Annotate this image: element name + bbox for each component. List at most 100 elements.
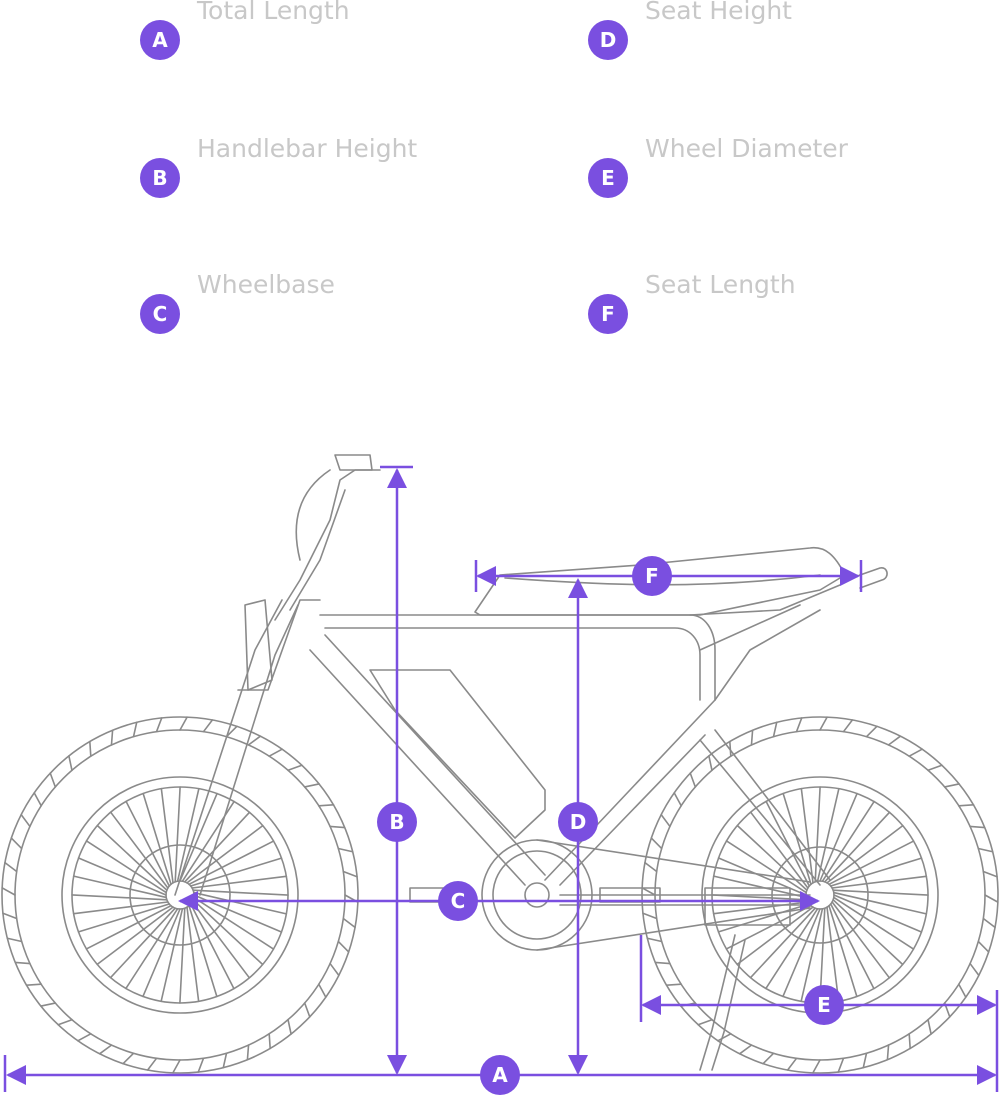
bike-detail	[969, 825, 986, 829]
bike-detail	[132, 721, 138, 738]
dimension-badge	[558, 802, 598, 842]
bike-detail	[800, 787, 814, 884]
bike-detail	[862, 1052, 868, 1069]
bike-detail	[146, 1057, 158, 1071]
bike-detail	[772, 721, 778, 738]
bike-detail	[142, 908, 181, 998]
bike-detail	[832, 889, 929, 896]
bike-detail	[186, 906, 200, 1003]
bike-detail	[831, 875, 928, 889]
legend-label: Wheelbase	[197, 270, 335, 299]
bike-detail	[6, 937, 23, 943]
bike-detail	[977, 940, 990, 953]
bike-detail	[982, 917, 996, 929]
bike-detail	[819, 792, 858, 882]
legend-letter: F	[601, 302, 615, 326]
bike-detail	[765, 800, 811, 887]
bike-detail	[197, 1057, 205, 1073]
bike-detail	[179, 716, 188, 731]
bike-detail	[71, 894, 168, 901]
bike-detail	[49, 772, 57, 788]
bike-detail	[795, 717, 803, 733]
bike-detail	[927, 764, 943, 772]
bike-detail	[736, 906, 814, 966]
bike-detail	[673, 792, 682, 807]
bike-detail	[98, 1044, 113, 1055]
legend: A Total Length B Handlebar Height C Whee…	[140, 0, 849, 334]
bike-detail	[188, 840, 275, 886]
bike-detail	[689, 772, 697, 788]
bike-detail	[318, 804, 335, 807]
bike-detail	[189, 857, 283, 887]
bike-detail	[943, 783, 960, 788]
bike-detail	[800, 907, 824, 1003]
bike-detail	[958, 983, 967, 998]
bike-detail	[828, 904, 858, 998]
bike-detail	[977, 847, 994, 853]
legend-badge	[588, 20, 628, 60]
legend-letter: D	[600, 28, 617, 52]
bike-detail	[826, 906, 840, 1003]
bike-detail	[342, 917, 356, 929]
bike-detail	[96, 824, 168, 892]
bike-detail	[812, 1059, 821, 1074]
bike-detail	[842, 719, 854, 733]
bike-detail	[4, 861, 18, 873]
bike-detail	[865, 725, 878, 738]
bike-detail	[303, 783, 320, 788]
bike-detail	[77, 903, 171, 933]
bike-detail	[886, 1044, 890, 1061]
bike-detail	[110, 729, 114, 746]
bike-detail	[725, 904, 812, 950]
bike-detail	[77, 857, 167, 896]
bike-detail	[642, 912, 658, 920]
legend-badge	[140, 20, 180, 60]
bike-detail	[160, 787, 174, 884]
bike-detail	[829, 903, 875, 990]
bike-detail	[708, 755, 713, 772]
bike-detail	[823, 811, 891, 883]
bike-detail	[85, 904, 172, 950]
bike-detail	[736, 824, 808, 892]
bike-detail	[303, 1002, 311, 1018]
bike-detail	[96, 906, 174, 966]
bike-detail	[782, 792, 812, 886]
legend-letter: E	[601, 166, 615, 190]
bike-detail	[174, 786, 181, 883]
bike-detail	[155, 717, 163, 733]
bike-detail	[125, 800, 171, 887]
bike-detail	[337, 940, 350, 953]
bike-detail	[268, 1033, 271, 1050]
bike-detail	[186, 824, 264, 884]
bike-detail	[833, 894, 923, 933]
bike-detail	[287, 1018, 292, 1035]
legend-badge	[140, 294, 180, 334]
dimension-letter: F	[645, 564, 659, 588]
bike-detail	[749, 811, 809, 889]
legend-letter: B	[152, 166, 167, 190]
bike-detail	[654, 961, 671, 965]
bike-detail	[712, 901, 809, 915]
bike-detail	[85, 840, 168, 894]
dimension-badge	[804, 985, 844, 1025]
legend-label: Total Length	[196, 0, 350, 25]
bike-detail	[183, 811, 251, 883]
bike-detail	[109, 907, 177, 979]
bike-detail	[821, 800, 875, 883]
bike-detail	[191, 875, 288, 889]
bike-detail	[982, 870, 998, 878]
bike-detail	[958, 804, 975, 807]
bike-detail	[765, 907, 819, 990]
bike-detail	[762, 1052, 775, 1065]
dimension-badge	[377, 802, 417, 842]
bike-detail	[908, 1033, 911, 1050]
bike-detail	[717, 857, 807, 896]
bike-detail	[57, 1018, 73, 1026]
bike-detail	[665, 983, 682, 986]
bike-detail	[729, 740, 732, 757]
bike-detail	[192, 889, 289, 896]
bike-detail	[832, 896, 915, 950]
bike-detail	[287, 764, 303, 772]
bike-detail	[814, 786, 821, 883]
